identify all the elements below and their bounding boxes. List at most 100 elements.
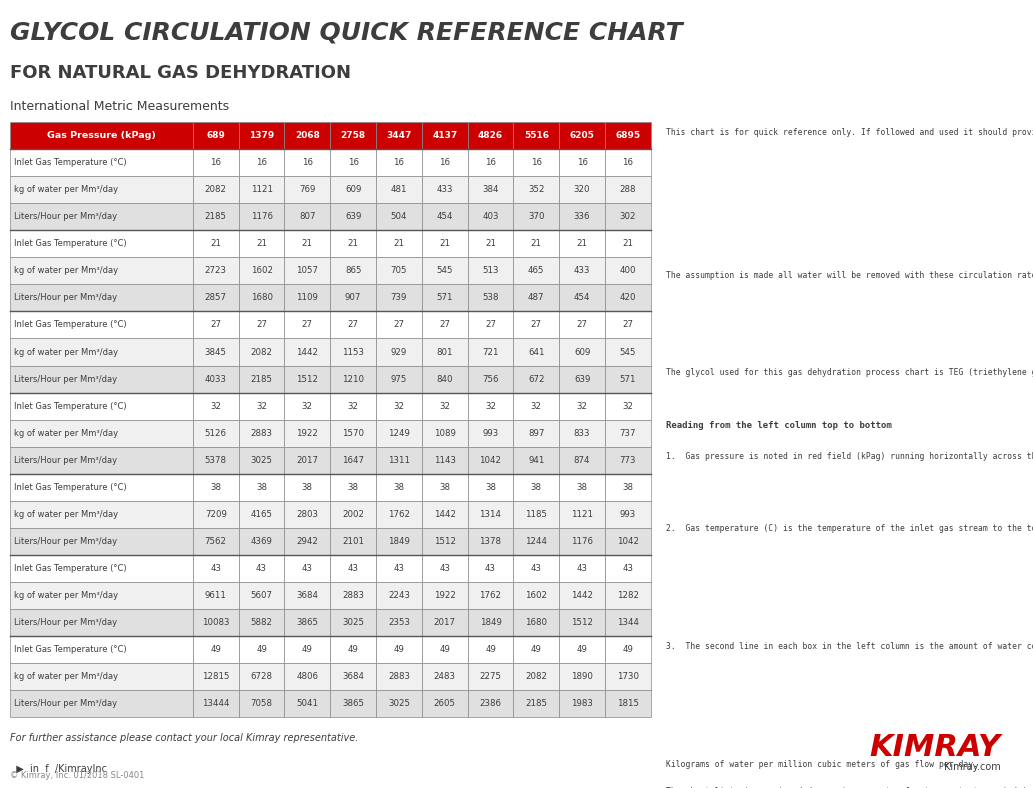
Bar [559,528,605,555]
Bar [193,177,239,203]
Bar [559,690,605,717]
Bar [284,447,331,474]
Text: 32: 32 [623,402,633,411]
Text: 43: 43 [623,564,633,573]
Text: 38: 38 [439,483,450,492]
Bar [513,690,559,717]
Text: 4165: 4165 [251,510,273,519]
Text: 538: 538 [482,293,499,303]
Text: 3684: 3684 [296,591,318,600]
Text: 1311: 1311 [388,455,410,465]
Text: kg of water per Mm³/day: kg of water per Mm³/day [13,510,118,519]
Text: 2883: 2883 [342,591,365,600]
Text: 27: 27 [211,321,221,329]
Text: 1244: 1244 [526,537,547,546]
Bar [10,392,193,419]
Text: 6728: 6728 [251,672,273,681]
Text: 27: 27 [623,321,633,329]
Text: 12815: 12815 [202,672,229,681]
Text: 3025: 3025 [342,618,365,627]
Text: 7058: 7058 [251,699,273,708]
Bar [468,284,513,311]
Text: 49: 49 [439,645,450,654]
Text: 27: 27 [576,321,588,329]
Bar [468,392,513,419]
Bar [559,339,605,366]
Bar [331,528,376,555]
Bar [331,419,376,447]
Text: 1042: 1042 [479,455,501,465]
Bar [421,177,468,203]
Text: kg of water per Mm³/day: kg of water per Mm³/day [13,348,118,356]
Text: 2883: 2883 [388,672,410,681]
Text: 43: 43 [531,564,541,573]
Bar [513,555,559,582]
Bar [421,230,468,258]
Bar [559,149,605,177]
Bar [559,555,605,582]
Text: 705: 705 [390,266,407,275]
Text: 32: 32 [531,402,541,411]
Text: 1602: 1602 [526,591,547,600]
Text: 1762: 1762 [388,510,410,519]
Bar [513,149,559,177]
Text: 4806: 4806 [296,672,318,681]
Bar [513,582,559,609]
Bar [284,528,331,555]
Text: 320: 320 [574,185,590,195]
Bar [513,339,559,366]
Bar [468,500,513,528]
Text: 3865: 3865 [296,618,318,627]
Text: 1057: 1057 [296,266,318,275]
Text: 21: 21 [439,240,450,248]
Bar [605,663,651,690]
Text: 38: 38 [576,483,588,492]
Bar [376,419,421,447]
Text: 9611: 9611 [205,591,226,600]
Bar [376,636,421,663]
Text: 2275: 2275 [479,672,501,681]
Text: 975: 975 [390,374,407,384]
Bar [468,528,513,555]
Text: 739: 739 [390,293,407,303]
Text: 21: 21 [256,240,268,248]
Text: 49: 49 [531,645,541,654]
Text: 43: 43 [576,564,588,573]
Text: The assumption is made all water will be removed with these circulation rates. G: The assumption is made all water will be… [666,271,1033,280]
Text: 2883: 2883 [251,429,273,437]
Text: Liters/Hour per Mm³/day: Liters/Hour per Mm³/day [13,537,117,546]
Bar [331,555,376,582]
Text: 907: 907 [345,293,362,303]
Text: 1185: 1185 [526,510,547,519]
Text: 49: 49 [302,645,313,654]
Text: FOR NATURAL GAS DEHYDRATION: FOR NATURAL GAS DEHYDRATION [10,65,351,82]
Text: 7209: 7209 [205,510,226,519]
Bar [605,366,651,392]
Bar [559,203,605,230]
Bar [421,500,468,528]
Bar [284,609,331,636]
Bar [284,284,331,311]
Text: 1983: 1983 [571,699,593,708]
Bar [239,366,284,392]
Text: Liters/Hour per Mm³/day: Liters/Hour per Mm³/day [13,455,117,465]
Text: 571: 571 [620,374,636,384]
Text: The glycol used for this gas dehydration process chart is TEG (triethylene glyco: The glycol used for this gas dehydration… [666,369,1033,377]
Bar [10,690,193,717]
Bar [284,690,331,717]
Text: 21: 21 [486,240,496,248]
Bar [468,419,513,447]
Text: kg of water per Mm³/day: kg of water per Mm³/day [13,672,118,681]
Bar [239,149,284,177]
Text: 1176: 1176 [571,537,593,546]
Bar [10,528,193,555]
Text: 16: 16 [531,158,541,167]
Bar [421,663,468,690]
Bar [376,582,421,609]
Text: 2723: 2723 [205,266,227,275]
Text: 689: 689 [207,131,225,140]
Bar [239,258,284,284]
Text: 513: 513 [482,266,499,275]
Bar [376,122,421,149]
Bar [605,392,651,419]
